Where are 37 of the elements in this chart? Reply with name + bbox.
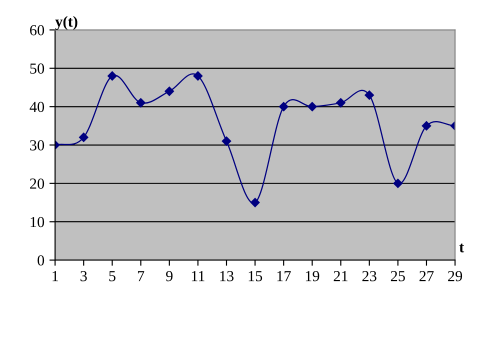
x-axis-title: t	[459, 244, 464, 252]
y-tick-label: 50	[30, 63, 44, 74]
y-tick-label: 10	[30, 216, 44, 228]
point	[308, 102, 317, 112]
y-tick-label: 0	[38, 255, 44, 266]
point	[193, 71, 203, 81]
x-tick-label: 17	[277, 271, 291, 282]
y-tick-label: 20	[30, 178, 44, 189]
point	[136, 98, 146, 108]
x-tick-label: 3	[80, 271, 87, 282]
point	[164, 86, 174, 96]
x-tick-label: 7	[138, 271, 144, 282]
x-tick-label: 21	[334, 271, 348, 282]
point	[422, 121, 432, 130]
y-tick-label: 40	[30, 102, 44, 112]
y-axis-title: y(t)	[55, 16, 78, 30]
point	[279, 102, 288, 112]
y-tick-label: 30	[30, 140, 44, 150]
x-tick-label: 23	[362, 271, 376, 282]
x-tick-label: 27	[420, 271, 434, 282]
point	[393, 178, 403, 188]
point	[336, 98, 346, 108]
point	[250, 198, 260, 208]
point	[79, 132, 88, 142]
point	[222, 136, 232, 146]
x-tick-label: 5	[109, 271, 116, 282]
x-tick-label: 13	[220, 271, 234, 282]
x-tick-label: 11	[192, 271, 204, 282]
y-tick-label: 60	[30, 25, 44, 36]
point	[364, 90, 374, 100]
x-tick-label: 29	[448, 271, 462, 282]
x-tick-label: 1	[52, 271, 58, 282]
x-tick-label: 9	[166, 271, 173, 282]
point	[108, 71, 117, 81]
x-tick-label: 15	[248, 271, 262, 282]
x-tick-label: 19	[306, 271, 320, 282]
x-tick-label: 25	[390, 271, 405, 282]
